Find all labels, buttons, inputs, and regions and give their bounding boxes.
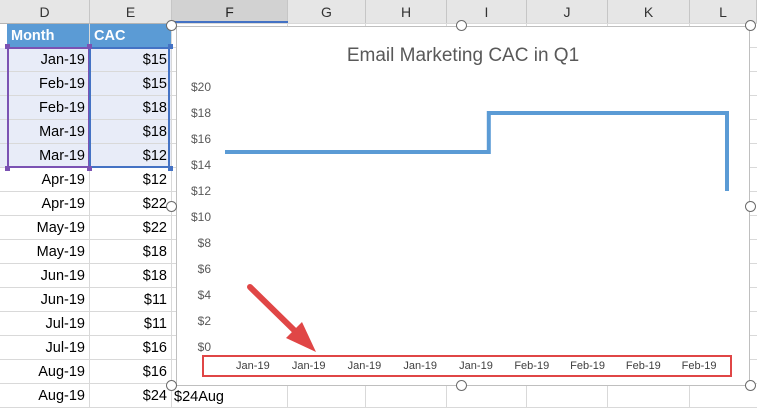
y-axis-tick-label: $6 <box>197 262 211 276</box>
chart-resize-handle[interactable] <box>166 20 177 31</box>
cac-cell[interactable]: $18 <box>90 96 172 120</box>
cac-cell[interactable]: $11 <box>90 288 172 312</box>
cac-cell[interactable]: $16 <box>90 360 172 384</box>
chart-resize-handle[interactable] <box>745 201 756 212</box>
chart-resize-handle[interactable] <box>456 20 467 31</box>
y-axis-tick-label: $16 <box>190 132 211 146</box>
y-axis-tick-label: $0 <box>197 340 211 354</box>
cac-cell[interactable]: $15 <box>90 72 172 96</box>
chart-area[interactable]: Email Marketing CAC in Q1 $20 $18 $16 $14 $1… <box>176 26 750 386</box>
cac-cell[interactable]: $18 <box>90 240 172 264</box>
range-handle[interactable] <box>168 166 173 171</box>
month-cell[interactable]: Apr-19 <box>0 192 90 216</box>
chart-resize-handle[interactable] <box>745 20 756 31</box>
y-axis-tick-label: $2 <box>197 314 211 328</box>
month-cell[interactable]: May-19 <box>0 216 90 240</box>
x-axis-highlight-box <box>202 355 732 377</box>
month-cell[interactable]: Mar-19 <box>0 120 90 144</box>
chart-title[interactable]: Email Marketing CAC in Q1 <box>346 45 580 66</box>
x-axis-tick-label: Jan-19 <box>347 360 382 372</box>
month-cell[interactable]: Jul-19 <box>0 312 90 336</box>
x-axis-tick-label: Feb-19 <box>570 360 605 372</box>
x-axis-tick-label: Jan-19 <box>236 360 270 372</box>
y-axis-tick-label: $14 <box>190 158 211 172</box>
column-header-f[interactable]: F <box>172 0 288 24</box>
chart-plot <box>225 111 729 191</box>
cac-cell[interactable]: $24 <box>90 384 172 408</box>
y-axis-tick-label: $8 <box>197 236 211 250</box>
cac-cell[interactable]: $18 <box>90 264 172 288</box>
month-cell[interactable]: Aug-19 <box>0 360 90 384</box>
cac-header-cell[interactable]: CAC <box>90 24 172 48</box>
selected-column-indicator <box>172 21 288 24</box>
column-header-d[interactable]: D <box>0 0 90 24</box>
x-axis-tick-label: Jan-19 <box>291 360 326 372</box>
column-header-j[interactable]: J <box>527 0 608 24</box>
month-cell[interactable]: Jun-19 <box>0 264 90 288</box>
x-axis-tick-label: Jan-19 <box>403 360 438 372</box>
y-axis-tick-label: $18 <box>190 106 211 120</box>
month-range-selection <box>7 47 90 168</box>
range-handle[interactable] <box>5 166 10 171</box>
cac-cell[interactable]: $16 <box>90 336 172 360</box>
y-axis-tick-label: $10 <box>190 210 211 224</box>
month-cell[interactable]: Aug-19 <box>0 384 90 408</box>
overflow-cell-text: $24Aug <box>174 389 224 405</box>
column-header-h[interactable]: H <box>366 0 447 24</box>
month-cell[interactable]: Feb-19 <box>0 72 90 96</box>
cac-cell[interactable]: $15 <box>90 48 172 72</box>
cac-range-selection <box>89 47 170 168</box>
month-cell[interactable]: Jan-19 <box>0 48 90 72</box>
chart-resize-handle[interactable] <box>745 380 756 391</box>
cac-cell[interactable]: $22 <box>90 216 172 240</box>
range-handle[interactable] <box>87 166 92 171</box>
x-axis-tick-label: Jan-19 <box>459 360 493 372</box>
cac-cell[interactable]: $12 <box>90 168 172 192</box>
chart-resize-handle[interactable] <box>166 201 177 212</box>
month-header-cell[interactable]: Month <box>7 24 90 48</box>
column-header-k[interactable]: K <box>608 0 690 24</box>
month-cell[interactable]: Apr-19 <box>0 168 90 192</box>
series-line[interactable] <box>225 111 729 191</box>
y-axis-tick-label: $12 <box>190 184 211 198</box>
y-axis-tick-label: $4 <box>197 288 211 302</box>
x-axis-tick-label: Feb-19 <box>681 360 717 372</box>
range-handle[interactable] <box>87 44 92 49</box>
chart-resize-handle[interactable] <box>456 380 467 391</box>
month-cell[interactable]: Feb-19 <box>0 96 90 120</box>
month-cell[interactable]: Mar-19 <box>0 144 90 168</box>
cac-cell[interactable]: $18 <box>90 120 172 144</box>
x-axis-tick-label: Feb-19 <box>625 360 661 372</box>
cac-cell[interactable]: $22 <box>90 192 172 216</box>
range-handle[interactable] <box>5 44 10 49</box>
month-cell[interactable]: Jun-19 <box>0 288 90 312</box>
month-cell[interactable]: Jul-19 <box>0 336 90 360</box>
range-handle[interactable] <box>168 44 173 49</box>
month-cell[interactable]: May-19 <box>0 240 90 264</box>
column-header-e[interactable]: E <box>90 0 172 24</box>
cac-cell[interactable]: $11 <box>90 312 172 336</box>
column-header-g[interactable]: G <box>288 0 366 24</box>
chart-resize-handle[interactable] <box>166 380 177 391</box>
x-axis-tick-label: Feb-19 <box>514 360 550 372</box>
y-axis-tick-label: $20 <box>190 80 211 94</box>
